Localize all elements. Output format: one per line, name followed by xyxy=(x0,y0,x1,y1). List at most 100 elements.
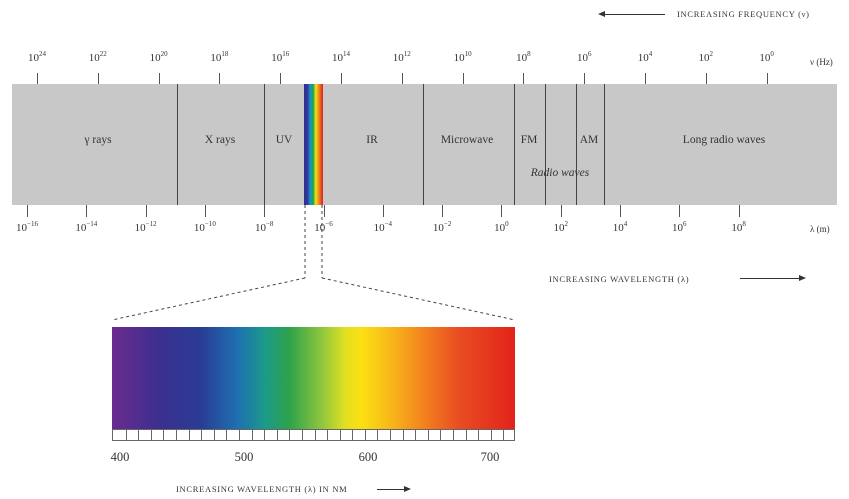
wavelength-tick-label: 10−6 xyxy=(314,220,333,234)
frequency-tick-label: 1016 xyxy=(271,50,290,64)
region-gamma-rays: γ rays xyxy=(84,134,112,146)
nm-label-700: 700 xyxy=(480,450,500,464)
nm-arrow xyxy=(377,489,405,490)
frequency-tick xyxy=(341,73,342,84)
ruler-tick xyxy=(289,430,291,440)
divider-xray-uv xyxy=(264,84,265,205)
wavelength-tick xyxy=(86,205,88,217)
ruler-tick xyxy=(213,430,215,440)
frequency-unit: ν (Hz) xyxy=(810,57,833,67)
divider-microwave-fm xyxy=(514,84,515,205)
wavelength-tick-label: 10−14 xyxy=(75,220,98,234)
frequency-tick xyxy=(645,73,646,84)
wavelength-tick-label: 10−16 xyxy=(16,220,38,234)
frequency-tick xyxy=(705,73,707,84)
frequency-tick-label: 100 xyxy=(759,50,774,64)
frequency-tick xyxy=(766,73,768,84)
ruler-tick xyxy=(125,430,127,440)
nm-arrow-head xyxy=(404,486,411,492)
frequency-arrow-head xyxy=(598,11,605,17)
wavelength-tick xyxy=(620,205,621,217)
nm-label-400: 400 xyxy=(110,450,130,464)
frequency-tick xyxy=(37,73,38,84)
ruler-tick xyxy=(251,430,253,440)
ruler-tick xyxy=(301,430,303,440)
ruler-tick xyxy=(175,430,177,440)
frequency-tick-label: 1020 xyxy=(149,50,168,64)
frequency-tick xyxy=(584,73,586,84)
nm-label-600: 600 xyxy=(358,450,378,464)
region-am: AM xyxy=(579,134,599,146)
ruler-tick xyxy=(327,430,329,440)
wavelength-tick xyxy=(382,205,384,217)
ruler-tick xyxy=(453,430,455,440)
nm-label-500: 500 xyxy=(234,450,254,464)
visible-spectrum xyxy=(112,327,515,429)
frequency-heading: INCREASING FREQUENCY (ν) xyxy=(677,9,810,19)
ruler-tick xyxy=(377,430,379,440)
wavelength-tick xyxy=(679,205,681,217)
ruler-tick xyxy=(264,430,266,440)
wavelength-tick xyxy=(501,205,503,217)
ruler-tick xyxy=(364,430,366,440)
nm-ruler xyxy=(112,429,515,441)
frequency-tick-label: 108 xyxy=(516,50,531,64)
frequency-tick xyxy=(462,73,464,84)
wavelength-tick-label: 10−4 xyxy=(373,220,393,234)
ruler-tick xyxy=(465,430,467,440)
wavelength-tick-label: 10−10 xyxy=(193,220,216,234)
frequency-tick-label: 106 xyxy=(576,50,592,64)
frequency-tick-label: 1024 xyxy=(28,50,46,64)
ruler-tick xyxy=(478,430,480,440)
wavelength-tick xyxy=(442,205,444,217)
wavelength-tick-label: 100 xyxy=(494,220,509,234)
ruler-tick xyxy=(390,430,392,440)
frequency-arrow xyxy=(603,14,665,15)
wavelength-arrow-head xyxy=(799,275,806,281)
wavelength-tick xyxy=(145,205,147,217)
frequency-tick xyxy=(280,73,282,84)
wavelength-unit: λ (m) xyxy=(810,224,830,234)
ruler-tick xyxy=(440,430,442,440)
frequency-tick xyxy=(97,73,99,84)
frequency-tick-label: 1022 xyxy=(88,50,107,64)
region-microwave: Microwave xyxy=(440,134,494,146)
frequency-tick-label: 104 xyxy=(637,50,653,64)
frequency-tick-label: 102 xyxy=(698,50,714,64)
wavelength-tick xyxy=(264,205,266,217)
region-x-rays: X rays xyxy=(204,134,236,146)
frequency-tick xyxy=(401,73,403,84)
wavelength-tick-label: 106 xyxy=(672,220,687,234)
frequency-tick-label: 1012 xyxy=(392,50,411,64)
frequency-tick xyxy=(158,73,160,84)
divider-am-start xyxy=(576,84,577,205)
wavelength-tick xyxy=(27,205,28,217)
wavelength-tick xyxy=(204,205,206,217)
wavelength-tick-label: 102 xyxy=(553,220,568,234)
spectrum-band xyxy=(12,84,305,205)
nm-heading: INCREASING WAVELENGTH (λ) IN NM xyxy=(176,484,348,494)
divider-gamma-xray xyxy=(177,84,178,205)
wavelength-arrow xyxy=(740,278,800,279)
ruler-tick xyxy=(163,430,165,440)
ruler-tick xyxy=(150,430,152,440)
ruler-tick xyxy=(276,430,278,440)
wavelength-tick-label: 10−2 xyxy=(432,220,452,234)
region-ir: IR xyxy=(366,134,378,146)
frequency-tick xyxy=(219,73,221,84)
ruler-tick xyxy=(490,430,492,440)
region-fm: FM xyxy=(520,134,538,146)
ruler-tick xyxy=(339,430,341,440)
ruler-tick xyxy=(402,430,404,440)
wavelength-tick xyxy=(738,205,740,217)
frequency-tick-label: 1010 xyxy=(453,50,472,64)
ruler-tick xyxy=(352,430,354,440)
wavelength-tick-label: 10−12 xyxy=(134,220,157,234)
ruler-tick xyxy=(314,430,316,440)
wavelength-heading: INCREASING WAVELENGTH (λ) xyxy=(549,274,690,284)
ruler-tick xyxy=(188,430,190,440)
ruler-tick xyxy=(503,430,505,440)
ruler-tick xyxy=(415,430,417,440)
frequency-tick-label: 1018 xyxy=(210,50,229,64)
ruler-tick xyxy=(238,430,240,440)
